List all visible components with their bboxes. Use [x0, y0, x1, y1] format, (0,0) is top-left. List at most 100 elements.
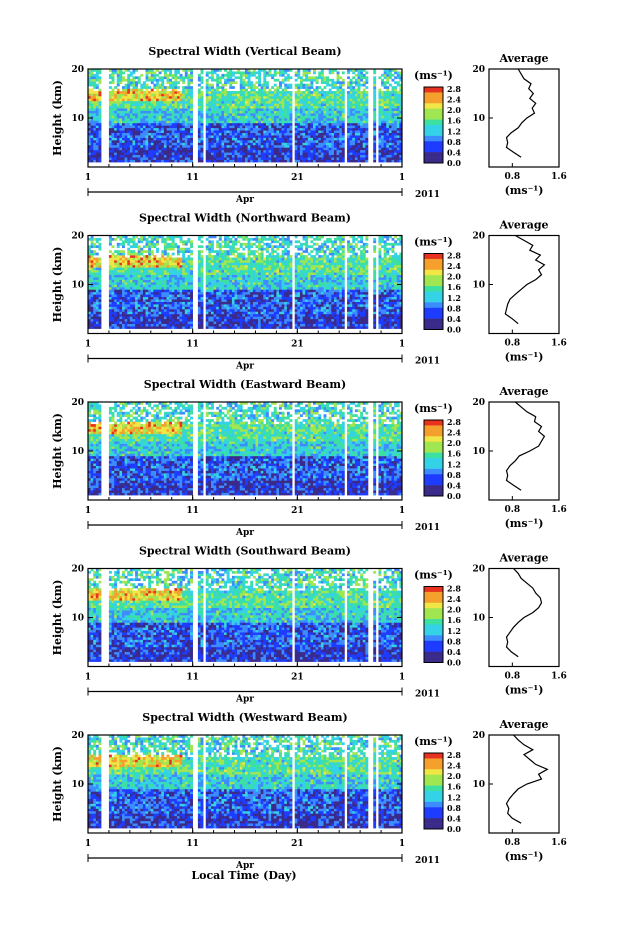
heatmap-cell	[247, 105, 251, 109]
heatmap-cell	[111, 76, 115, 80]
heatmap-cell	[145, 69, 149, 72]
heatmap-cell	[122, 311, 125, 315]
heatmap-cell	[279, 132, 282, 136]
heatmap-cell	[122, 272, 125, 275]
heatmap-cell	[108, 140, 112, 143]
heatmap-cell	[252, 144, 256, 148]
heatmap-cell	[354, 110, 358, 114]
heatmap-cell	[258, 152, 261, 156]
heatmap-cell	[163, 274, 167, 278]
heatmap-cell	[336, 105, 340, 109]
heatmap-cell	[331, 118, 335, 121]
heatmap-cell	[279, 159, 282, 163]
heatmap-cell	[255, 110, 259, 114]
heatmap-cell	[276, 98, 280, 102]
heatmap-cell	[148, 144, 152, 148]
heatmap-cell	[127, 267, 131, 271]
heatmap-cell	[305, 98, 309, 102]
heatmap-cell	[328, 122, 332, 126]
heatmap-cell	[145, 262, 149, 266]
heatmap-cell	[108, 100, 112, 104]
heatmap-cell	[205, 115, 209, 119]
heatmap-cell	[226, 120, 230, 124]
heatmap-cell	[255, 154, 259, 158]
heatmap-cell	[108, 299, 112, 302]
heatmap-cell	[108, 73, 112, 77]
heatmap-cell	[169, 130, 173, 133]
heatmap-cell	[315, 105, 319, 109]
heatmap-cell	[320, 103, 324, 107]
heatmap-cell	[357, 132, 361, 136]
heatmap-cell	[341, 115, 345, 119]
heatmap-cell	[333, 154, 337, 158]
heatmap-cell	[132, 260, 136, 263]
heatmap-cell	[148, 306, 152, 310]
heatmap-cell	[328, 69, 332, 72]
heatmap-cell	[90, 306, 94, 310]
heatmap-cell	[190, 76, 193, 80]
heatmap-cell	[111, 301, 115, 305]
heatmap-cell	[302, 149, 306, 153]
heatmap-cell	[326, 122, 330, 126]
heatmap-cell	[365, 98, 369, 102]
heatmap-cell	[140, 122, 144, 126]
heatmap-cell	[260, 130, 264, 133]
heatmap-cell	[341, 88, 345, 92]
heatmap-cell	[326, 81, 330, 84]
heatmap-cell	[396, 157, 400, 160]
heatmap-cell	[357, 73, 361, 77]
heatmap-cell	[140, 154, 144, 158]
heatmap-cell	[263, 157, 267, 160]
heatmap-cell	[341, 135, 345, 138]
heatmap-cell	[229, 73, 233, 77]
heatmap-cell	[132, 78, 136, 82]
heatmap-cell	[145, 91, 149, 94]
heatmap-cell	[187, 118, 191, 121]
heatmap-cell	[190, 71, 193, 75]
heatmap-cell	[145, 301, 149, 305]
heatmap-cell	[383, 91, 387, 94]
heatmap-cell	[163, 152, 167, 156]
heatmap-cell	[341, 103, 345, 107]
heatmap-cell	[95, 140, 99, 143]
heatmap-cell	[273, 98, 277, 102]
heatmap-cell	[169, 316, 173, 320]
heatmap-cell	[281, 122, 285, 126]
heatmap-cell	[142, 264, 146, 268]
heatmap-cell	[148, 120, 152, 124]
heatmap-cell	[386, 113, 390, 116]
heatmap-cell	[184, 152, 188, 156]
heatmap-cell	[182, 118, 186, 121]
heatmap-cell	[373, 86, 377, 89]
heatmap-cell	[320, 157, 324, 160]
heatmap-cell	[224, 144, 227, 148]
heatmap-cell	[150, 294, 154, 298]
heatmap-cell	[98, 274, 102, 278]
heatmap-cell	[88, 274, 91, 278]
heatmap-cell	[286, 93, 290, 97]
heatmap-cell	[88, 262, 91, 266]
heatmap-cell	[116, 78, 120, 82]
heatmap-cell	[388, 132, 392, 136]
heatmap-cell	[171, 81, 175, 84]
heatmap-cell	[305, 88, 309, 92]
heatmap-cell	[381, 95, 384, 99]
heatmap-cell	[161, 235, 165, 239]
heatmap-cell	[127, 274, 131, 278]
heatmap-cell	[174, 313, 178, 317]
heatmap-cell	[226, 127, 230, 131]
heatmap-cell	[127, 140, 131, 143]
heatmap-cell	[111, 73, 115, 77]
heatmap-cell	[349, 108, 353, 111]
heatmap-cell	[190, 110, 193, 114]
heatmap-cell	[315, 91, 319, 94]
heatmap-cell	[129, 323, 133, 327]
heatmap-cell	[153, 269, 157, 273]
heatmap-cell	[176, 154, 180, 158]
heatmap-cell	[349, 140, 353, 143]
heatmap-cell	[135, 149, 139, 153]
heatmap-cell	[111, 149, 115, 153]
heatmap-cell	[210, 105, 214, 109]
heatmap-cell	[93, 321, 97, 324]
heatmap-cell	[119, 282, 123, 285]
